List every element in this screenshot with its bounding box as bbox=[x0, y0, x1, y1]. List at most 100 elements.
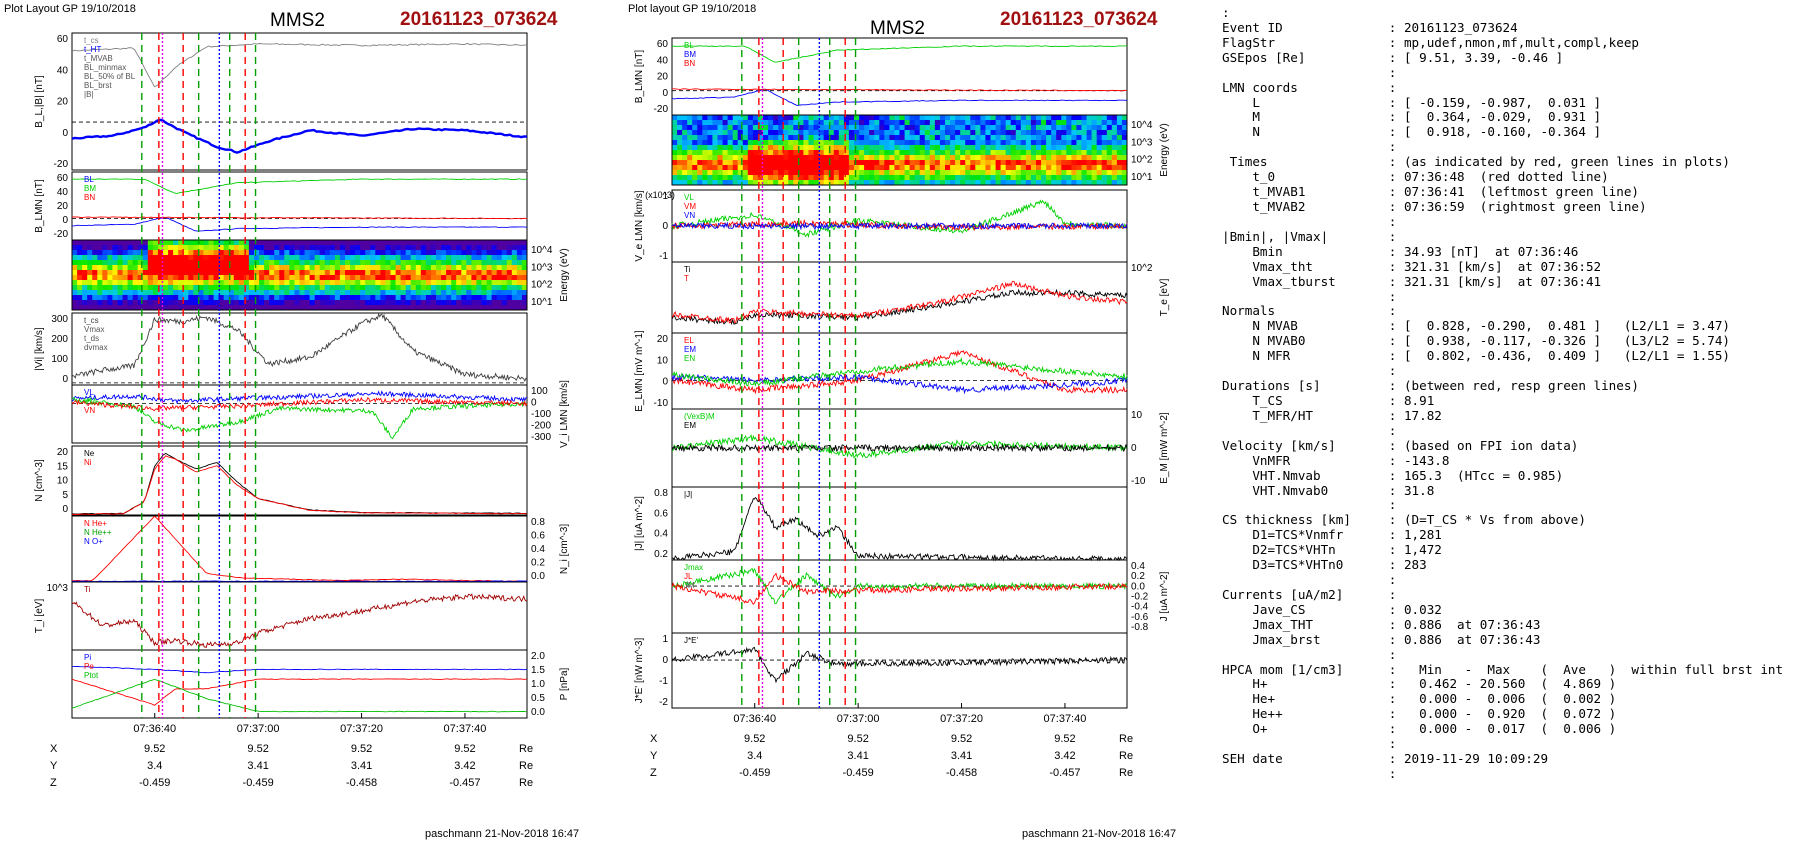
heatmap-cell bbox=[924, 130, 931, 136]
heatmap-cell bbox=[233, 255, 240, 261]
heatmap-cell bbox=[677, 135, 683, 141]
heatmap-cell bbox=[818, 130, 825, 136]
heatmap-cell bbox=[1051, 140, 1057, 146]
heatmap-cell bbox=[87, 305, 93, 311]
heatmap-cell bbox=[329, 250, 336, 256]
info-line: CS thickness [km] : (D=T_CS * Vs from ab… bbox=[1222, 512, 1586, 528]
heatmap-cell bbox=[198, 305, 204, 311]
heatmap-cell bbox=[1030, 120, 1037, 126]
heatmap-cell bbox=[324, 300, 331, 306]
heatmap-cell bbox=[1086, 165, 1093, 171]
info-line: : bbox=[1222, 766, 1397, 782]
heatmap-cell bbox=[228, 245, 235, 251]
heatmap-cell bbox=[385, 285, 391, 291]
heatmap-cell bbox=[1121, 135, 1128, 141]
heatmap-cell bbox=[722, 120, 729, 126]
heatmap-cell bbox=[82, 300, 88, 306]
heatmap-cell bbox=[183, 280, 189, 286]
heatmap-cell bbox=[213, 290, 220, 296]
heatmap-cell bbox=[757, 150, 764, 156]
heatmap-cell bbox=[727, 115, 734, 121]
heatmap-cell bbox=[329, 285, 336, 291]
heatmap-cell bbox=[838, 150, 845, 156]
heatmap-cell bbox=[183, 285, 189, 291]
heatmap-cell bbox=[1091, 140, 1098, 146]
heatmap-cell bbox=[461, 255, 467, 261]
heatmap-cell bbox=[350, 270, 356, 276]
legend-entry: t_HT bbox=[84, 45, 101, 54]
heatmap-cell bbox=[501, 285, 508, 291]
heatmap-cell bbox=[446, 295, 452, 301]
y-axis-label: T_e [eV] bbox=[1159, 278, 1170, 316]
heatmap-cell bbox=[506, 240, 513, 246]
heatmap-cell bbox=[410, 270, 417, 276]
heatmap-cell bbox=[1061, 145, 1067, 151]
heatmap-cell bbox=[833, 165, 840, 171]
heatmap-cell bbox=[879, 155, 885, 161]
heatmap-cell bbox=[324, 295, 331, 301]
heatmap-cell bbox=[874, 145, 880, 151]
heatmap-cell bbox=[259, 305, 265, 311]
heatmap-cell bbox=[142, 275, 149, 281]
heatmap-cell bbox=[975, 180, 981, 186]
info-line: Normals : bbox=[1222, 303, 1397, 319]
heatmap-cell bbox=[254, 270, 260, 276]
y-tick-label: 1 bbox=[662, 634, 668, 645]
heatmap-cell bbox=[430, 250, 437, 256]
heatmap-cell bbox=[117, 295, 124, 301]
heatmap-cell bbox=[737, 170, 744, 176]
heatmap-cell bbox=[929, 175, 936, 181]
heatmap-cell bbox=[1066, 140, 1072, 146]
heatmap-cell bbox=[818, 155, 825, 161]
heatmap-cell bbox=[142, 290, 149, 296]
heatmap-cell bbox=[304, 275, 311, 281]
heatmap-cell bbox=[163, 250, 169, 256]
heatmap-cell bbox=[218, 305, 225, 311]
heatmap-cell bbox=[1071, 175, 1077, 181]
heatmap-cell bbox=[788, 155, 794, 161]
y-tick-label: 2.0 bbox=[531, 651, 545, 662]
heatmap-cell bbox=[1111, 175, 1118, 181]
heatmap-cell bbox=[198, 240, 204, 246]
heatmap-cell bbox=[163, 295, 169, 301]
heatmap-cell bbox=[919, 170, 926, 176]
heatmap-cell bbox=[173, 240, 179, 246]
heatmap-cell bbox=[1020, 160, 1027, 166]
heatmap-cell bbox=[319, 275, 326, 281]
heatmap-cell bbox=[223, 305, 230, 311]
heatmap-cell bbox=[788, 125, 794, 131]
heatmap-cell bbox=[92, 240, 98, 246]
heatmap-cell bbox=[1106, 170, 1113, 176]
heatmap-cell bbox=[284, 250, 290, 256]
heatmap-cell bbox=[446, 300, 452, 306]
heatmap-cell bbox=[1015, 140, 1022, 146]
info-line: FlagStr : mp,udef,nmon,mf,mult,compl,kee… bbox=[1222, 34, 1640, 50]
heatmap-cell bbox=[122, 260, 129, 266]
heatmap-cell bbox=[909, 175, 916, 181]
heatmap-cell bbox=[914, 150, 921, 156]
heatmap-cell bbox=[269, 245, 275, 251]
heatmap-cell bbox=[737, 115, 744, 121]
heatmap-cell bbox=[682, 155, 688, 161]
heatmap-cell bbox=[1061, 175, 1067, 181]
heatmap-cell bbox=[712, 170, 718, 176]
pos-row-label: X bbox=[650, 733, 658, 745]
pos-unit: Re bbox=[519, 743, 533, 755]
heatmap-cell bbox=[924, 145, 931, 151]
heatmap-cell bbox=[299, 305, 306, 311]
heatmap-cell bbox=[843, 155, 850, 161]
heatmap-cell bbox=[365, 250, 371, 256]
heatmap-cell bbox=[157, 305, 164, 311]
heatmap-cell bbox=[243, 285, 250, 291]
heatmap-cell bbox=[1041, 125, 1047, 131]
pos-value: -0.459 bbox=[843, 767, 874, 779]
heatmap-cell bbox=[934, 145, 941, 151]
heatmap-cell bbox=[279, 275, 285, 281]
heatmap-cell bbox=[899, 150, 906, 156]
heatmap-cell bbox=[228, 285, 235, 291]
heatmap-cell bbox=[732, 160, 739, 166]
heatmap-cell bbox=[137, 260, 144, 266]
heatmap-cell bbox=[1005, 145, 1012, 151]
heatmap-cell bbox=[798, 120, 804, 126]
heatmap-cell bbox=[496, 240, 503, 246]
